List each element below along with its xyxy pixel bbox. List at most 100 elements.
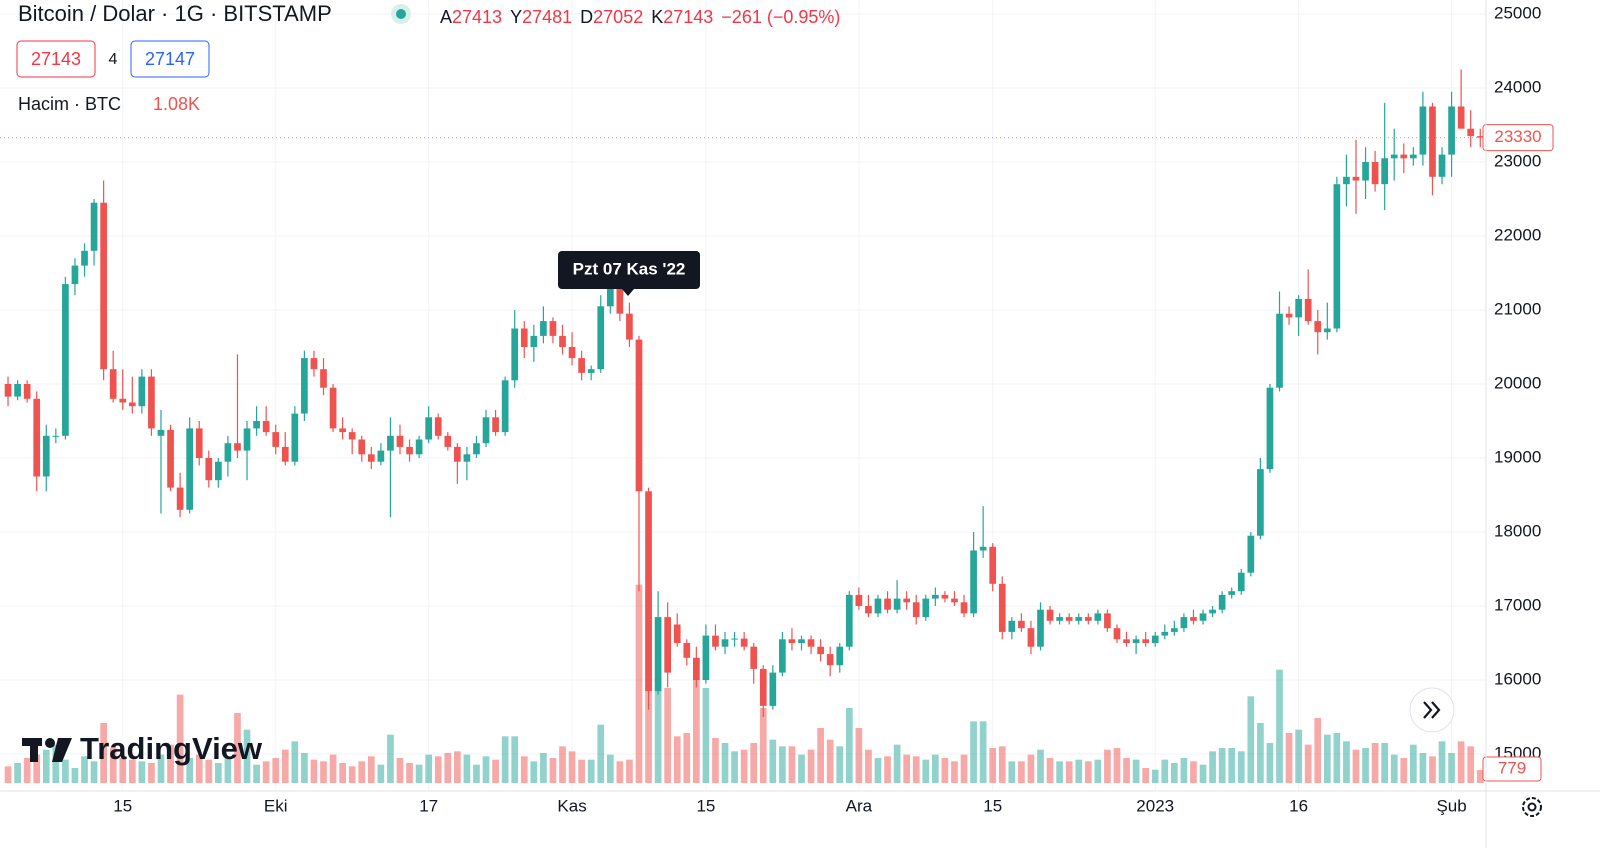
volume-bar [109, 748, 117, 783]
x-tick-label: Şub [1436, 796, 1466, 815]
chart-title: Bitcoin / Dolar · 1G · BITSTAMP [18, 1, 332, 26]
candle-body [1037, 609, 1044, 647]
volume-bar [807, 749, 815, 783]
volume-bar [1046, 758, 1054, 783]
volume-bar [759, 708, 767, 783]
volume-bar [1371, 743, 1379, 783]
candle-body [1218, 594, 1226, 610]
volume-bar [1132, 759, 1140, 783]
candle-body [425, 417, 433, 440]
volume-bar [272, 758, 280, 783]
volume-bar [836, 746, 844, 783]
candle-body [1371, 162, 1379, 185]
candle-body [511, 328, 519, 381]
volume-bar [721, 743, 729, 783]
volume-bar [1084, 761, 1092, 783]
volume-bar [740, 749, 748, 783]
volume-bar [559, 746, 566, 783]
volume-bar [396, 758, 404, 783]
volume-bar [1037, 749, 1044, 783]
candle-body [979, 546, 987, 551]
candle-body [1429, 106, 1436, 177]
volume-bar [1170, 763, 1178, 783]
volume-bar [148, 763, 155, 783]
volume-bar [788, 746, 796, 783]
buy-price[interactable]: 27147 [145, 49, 195, 69]
candle-body [731, 638, 738, 640]
candle-body [1084, 617, 1092, 621]
axes: 1500016000170001800019000200002100022000… [0, 3, 1554, 815]
candle-body [90, 202, 98, 251]
volume-bar [128, 759, 136, 783]
candle-body [635, 339, 643, 492]
candle-body [865, 606, 872, 614]
volume-bar [769, 739, 777, 783]
volume-bar [1104, 749, 1111, 783]
volume-bar [951, 761, 958, 783]
volume-bar [4, 766, 12, 783]
volume-bar [941, 758, 949, 783]
candle-body [654, 617, 662, 692]
candle-body [1180, 617, 1188, 629]
candle-body [1094, 613, 1102, 621]
candle-body [1257, 469, 1264, 536]
volume-bar [1438, 741, 1446, 783]
volume-bar [731, 751, 738, 783]
candle-body [520, 328, 528, 347]
buy-box[interactable] [130, 40, 210, 78]
candle-body [348, 432, 356, 440]
y-tick-label: 20000 [1494, 373, 1541, 392]
volume-bar [1161, 759, 1169, 783]
candle-body [1390, 154, 1398, 159]
candle-body [14, 384, 21, 397]
candle-body [693, 657, 700, 680]
candle-body [291, 413, 299, 462]
volume-bar [1276, 669, 1283, 783]
y-tick-label: 22000 [1494, 225, 1541, 244]
candle-body [1352, 176, 1360, 181]
volume-bar [387, 734, 394, 783]
candle-body [176, 487, 184, 510]
legend-change: −261 (−0.95%) [721, 7, 840, 27]
candle-body [645, 491, 652, 692]
sell-box[interactable] [16, 40, 96, 78]
volume-bar [1304, 744, 1312, 783]
volume-bar [568, 751, 576, 783]
candle-body [1276, 313, 1283, 388]
candle-body [1467, 128, 1475, 137]
candle-body [836, 646, 844, 666]
x-tick-label: 15 [696, 796, 715, 815]
candle-body [759, 668, 767, 706]
ohlc-legend: A27413 Y27481 D27052 K27143 −261 (−0.95%) [440, 7, 840, 27]
candle-body [281, 446, 289, 462]
candle-body [23, 384, 31, 399]
volume-bar [664, 688, 672, 783]
sell-price[interactable]: 27143 [31, 49, 81, 69]
volume-bar [1151, 769, 1159, 783]
scroll-icon [1423, 701, 1441, 719]
volume-bar [540, 753, 547, 783]
volume-bar [626, 759, 633, 783]
volume-bar [865, 749, 872, 783]
tooltip-pointer [622, 289, 634, 296]
candle-body [224, 443, 232, 462]
candle-body [482, 417, 490, 444]
legend-key: A [440, 7, 452, 27]
y-tick-label: 23000 [1494, 151, 1541, 170]
candle-body [71, 265, 79, 285]
candle-body [540, 321, 547, 336]
candle-body [1266, 387, 1274, 470]
volume-bar [1362, 748, 1369, 783]
volume-bar [1429, 756, 1436, 783]
candle-body [1419, 106, 1427, 155]
volume-bar [1285, 733, 1293, 783]
volume-bar [33, 754, 41, 783]
candle-body [951, 598, 958, 603]
volume-bar [998, 746, 1006, 783]
volume-bar [817, 728, 824, 783]
volume-bar [874, 758, 882, 783]
candle-body [1123, 639, 1130, 643]
settings-button[interactable] [1522, 797, 1542, 817]
volume-bar [195, 754, 203, 783]
volume-bar [1295, 729, 1302, 783]
